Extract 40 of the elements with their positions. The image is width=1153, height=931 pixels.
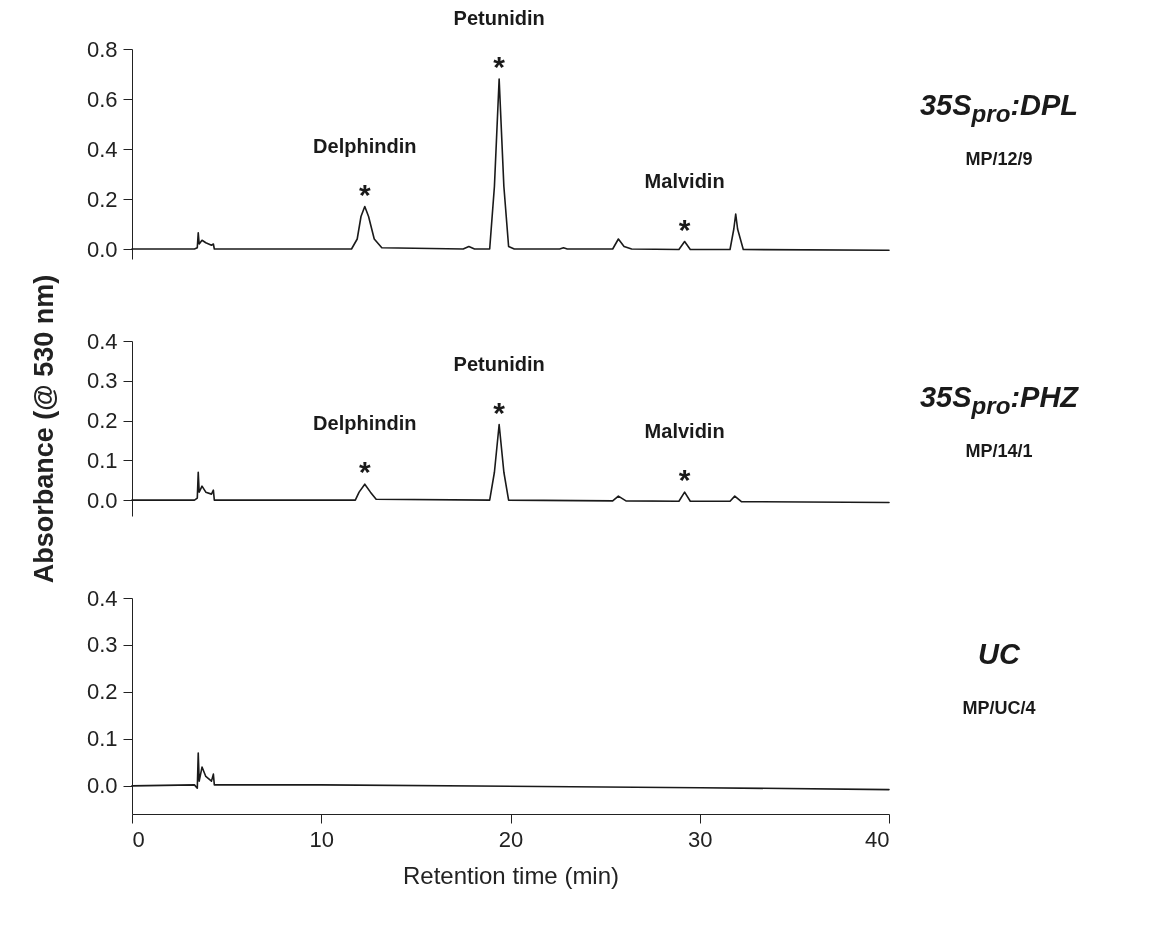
text: MP/UC/4 bbox=[961, 698, 1037, 719]
y-axis-title: Absorbance (@ 530 nm) bbox=[28, 274, 59, 584]
text: MP/14/1 bbox=[964, 441, 1034, 462]
text: 35S$_{pro}$:DPL bbox=[918, 89, 1080, 128]
text: UC bbox=[977, 638, 1021, 671]
x-tick-label: 20 bbox=[498, 826, 524, 852]
annotation: * bbox=[493, 395, 506, 429]
y-tick-label: 0.2 bbox=[86, 679, 118, 705]
annotation: Petunidin bbox=[453, 7, 545, 29]
annotation: * bbox=[678, 212, 691, 246]
text: 35S$_{pro}$:PHZ bbox=[918, 381, 1080, 420]
y-tick-label: 0.8 bbox=[86, 36, 118, 62]
annotation: Delphindin bbox=[313, 134, 417, 157]
x-tick-label: 0 bbox=[132, 826, 145, 852]
x-tick-label: 30 bbox=[688, 826, 713, 852]
y-tick-label: 0.3 bbox=[86, 368, 118, 394]
annotation: Malvidin bbox=[644, 169, 725, 192]
y-tick-label: 0.1 bbox=[86, 726, 118, 752]
annotation: * bbox=[493, 50, 506, 83]
y-tick-label: 0.4 bbox=[86, 136, 118, 162]
y-tick-label: 0.2 bbox=[86, 186, 118, 212]
y-tick-label: 0.2 bbox=[86, 408, 118, 434]
y-tick-label: 0.6 bbox=[86, 86, 118, 112]
annotation: Delphindin bbox=[313, 412, 417, 435]
x-axis-title: Retention time (min) bbox=[402, 861, 620, 889]
annotation: * bbox=[358, 177, 371, 211]
y-tick-label: 0.3 bbox=[86, 632, 118, 658]
annotation: Petunidin bbox=[453, 352, 545, 375]
annotation: Malvidin bbox=[644, 420, 725, 443]
annotation: * bbox=[678, 463, 691, 497]
x-tick-label: 10 bbox=[309, 826, 334, 852]
y-tick-label: 0.0 bbox=[86, 773, 118, 799]
y-tick-label: 0.1 bbox=[86, 447, 118, 473]
annotation: * bbox=[358, 455, 371, 489]
y-tick-label: 0.4 bbox=[86, 328, 118, 354]
text: MP/12/9 bbox=[964, 149, 1034, 170]
y-tick-label: 0.0 bbox=[86, 236, 118, 262]
y-tick-label: 0.0 bbox=[86, 487, 118, 513]
y-tick-label: 0.4 bbox=[86, 585, 118, 611]
x-tick-label: 40 bbox=[865, 826, 890, 852]
